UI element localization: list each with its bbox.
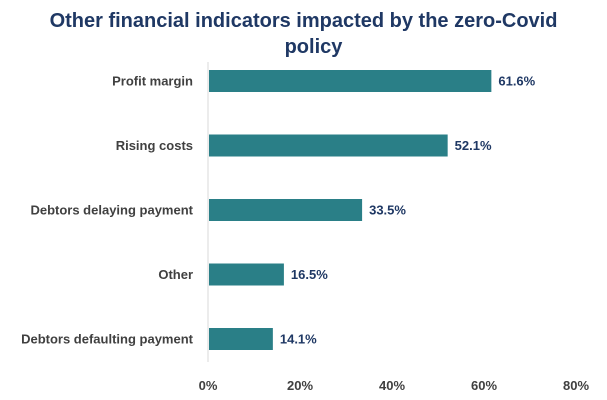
- bar: [209, 263, 284, 286]
- bar: [209, 134, 448, 157]
- value-label: 52.1%: [455, 138, 492, 153]
- category-label: Debtors defaulting payment: [21, 332, 194, 347]
- chart-title-line-1: Other financial indicators impacted by t…: [49, 10, 558, 32]
- value-label: 33.5%: [369, 203, 406, 218]
- category-label: Rising costs: [116, 138, 193, 153]
- x-axis-tick-labels: 0% 20% 40% 60% 80%: [199, 378, 590, 393]
- category-label: Other: [158, 267, 193, 282]
- x-tick-label: 20%: [287, 378, 313, 393]
- category-labels: Profit margin Rising costs Debtors delayin…: [21, 74, 194, 347]
- value-label: 14.1%: [280, 332, 317, 347]
- x-tick-label: 0%: [199, 378, 218, 393]
- chart-title-line-2: policy: [284, 36, 343, 58]
- category-label: Debtors delaying payment: [30, 203, 193, 218]
- x-tick-label: 80%: [563, 378, 589, 393]
- value-labels: 61.6% 52.1% 33.5% 16.5% 14.1%: [280, 74, 536, 347]
- bar: [209, 199, 363, 221]
- category-label: Profit margin: [112, 74, 193, 89]
- x-tick-label: 40%: [379, 378, 405, 393]
- x-tick-label: 60%: [471, 378, 497, 393]
- value-label: 16.5%: [291, 267, 328, 282]
- bars-group: [209, 70, 492, 350]
- bar: [209, 70, 492, 92]
- bar: [209, 328, 273, 350]
- chart-title: Other financial indicators impacted by t…: [0, 8, 607, 60]
- value-label: 61.6%: [498, 74, 535, 89]
